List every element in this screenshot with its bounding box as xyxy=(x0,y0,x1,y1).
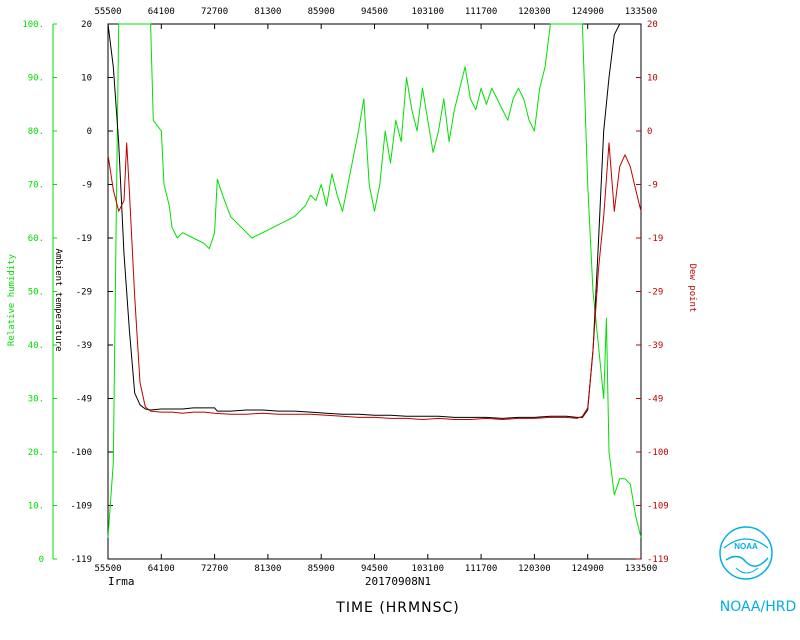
temp-tick-label: -119 xyxy=(70,555,92,565)
dew-axis-title: Dew point xyxy=(687,264,697,313)
rh-tick-label: 70. xyxy=(28,181,44,191)
dew-tick-label: -39 xyxy=(647,341,663,351)
x-top-tick-label: 72700 xyxy=(201,7,228,17)
x-bottom-tick-label: 72700 xyxy=(201,564,228,574)
rh-axis: 0 10. 20. 30. 40. 50. 60. 70. 80. 90. 100. xyxy=(22,20,57,565)
series-line-dew xyxy=(107,142,642,420)
rh-axis-title: Relative humidity xyxy=(7,253,17,346)
x-axis-title: TIME (HRMNSC) xyxy=(335,600,459,616)
temperature-axis: -119 -109 -100 -49 -39 -29 -19 -9 0 10 20 xyxy=(70,20,113,565)
series-line-rh xyxy=(107,23,642,538)
x-bottom-tick-label: 111700 xyxy=(465,564,498,574)
temp-tick-label: -100 xyxy=(70,448,92,458)
dew-tick-label: 0 xyxy=(647,127,652,137)
x-top-tick-label: 94500 xyxy=(361,7,388,17)
x-top-tick-label: 133500 xyxy=(625,7,658,17)
temp-tick-label: -9 xyxy=(81,181,92,191)
rh-tick-label: 50. xyxy=(28,288,44,298)
noaa-logo-text: NOAA xyxy=(734,542,758,551)
dew-tick-label: 10 xyxy=(647,74,658,84)
temp-tick-label: 20 xyxy=(81,20,92,30)
temp-tick-label: 10 xyxy=(81,74,92,84)
x-bottom-tick-label: 133500 xyxy=(625,564,658,574)
plot-frame xyxy=(107,23,642,560)
x-top-tick-label: 85900 xyxy=(308,7,335,17)
temp-tick-label: 0 xyxy=(87,127,92,137)
dew-tick-label: -119 xyxy=(647,555,669,565)
x-bottom-tick-label: 64100 xyxy=(148,564,175,574)
temp-tick-label: -109 xyxy=(70,502,92,512)
x-top-tick-label: 81300 xyxy=(254,7,281,17)
storm-name: Irma xyxy=(108,575,135,588)
x-bottom-tick-label: 55500 xyxy=(94,564,121,574)
rh-tick-label: 60. xyxy=(28,234,44,244)
x-bottom-tick-label: 85900 xyxy=(308,564,335,574)
noaa-logo: NOAA xyxy=(719,526,773,580)
x-axis-bottom: 55500 64100 72700 81300 85900 94500 103100 1117… xyxy=(94,554,657,574)
x-bottom-tick-label: 120300 xyxy=(518,564,551,574)
x-top-tick-label: 103100 xyxy=(412,7,445,17)
rh-tick-label: 100. xyxy=(22,20,44,30)
dew-point-axis: -119 -109 -100 -49 -39 -29 -19 -9 0 10 20 xyxy=(636,20,669,565)
x-top-tick-label: 64100 xyxy=(148,7,175,17)
rh-tick-label: 10. xyxy=(28,502,44,512)
dew-tick-label: -49 xyxy=(647,395,663,405)
dew-tick-label: -100 xyxy=(647,448,669,458)
temp-tick-label: -39 xyxy=(76,341,92,351)
dew-tick-label: -19 xyxy=(647,234,663,244)
temp-tick-label: -19 xyxy=(76,234,92,244)
x-bottom-tick-label: 103100 xyxy=(412,564,445,574)
x-top-tick-label: 120300 xyxy=(518,7,551,17)
flight-id: 20170908N1 xyxy=(365,575,431,588)
series-line-temp xyxy=(107,23,641,419)
agency-label: NOAA/HRD xyxy=(720,599,797,615)
rh-tick-label: 30. xyxy=(28,395,44,405)
dew-tick-label: 20 xyxy=(647,20,658,30)
temp-tick-label: -49 xyxy=(76,395,92,405)
rh-tick-label: 80. xyxy=(28,127,44,137)
x-axis-top: 55500 64100 72700 81300 85900 94500 103100 1117… xyxy=(94,7,657,29)
dew-tick-label: -29 xyxy=(647,288,663,298)
rh-tick-label: 0 xyxy=(39,555,44,565)
rh-tick-label: 90. xyxy=(28,74,44,84)
rh-tick-label: 40. xyxy=(28,341,44,351)
x-top-tick-label: 111700 xyxy=(465,7,498,17)
dew-tick-label: -109 xyxy=(647,502,669,512)
x-bottom-tick-label: 124900 xyxy=(571,564,604,574)
dew-tick-label: -9 xyxy=(647,181,658,191)
x-bottom-tick-label: 94500 xyxy=(361,564,388,574)
series-lines xyxy=(107,23,642,538)
x-top-tick-label: 55500 xyxy=(94,7,121,17)
x-top-tick-label: 124900 xyxy=(571,7,604,17)
temp-tick-label: -29 xyxy=(76,288,92,298)
rh-tick-label: 20. xyxy=(28,448,44,458)
temp-axis-title: Ambient temperature xyxy=(53,249,63,352)
x-bottom-tick-label: 81300 xyxy=(254,564,281,574)
